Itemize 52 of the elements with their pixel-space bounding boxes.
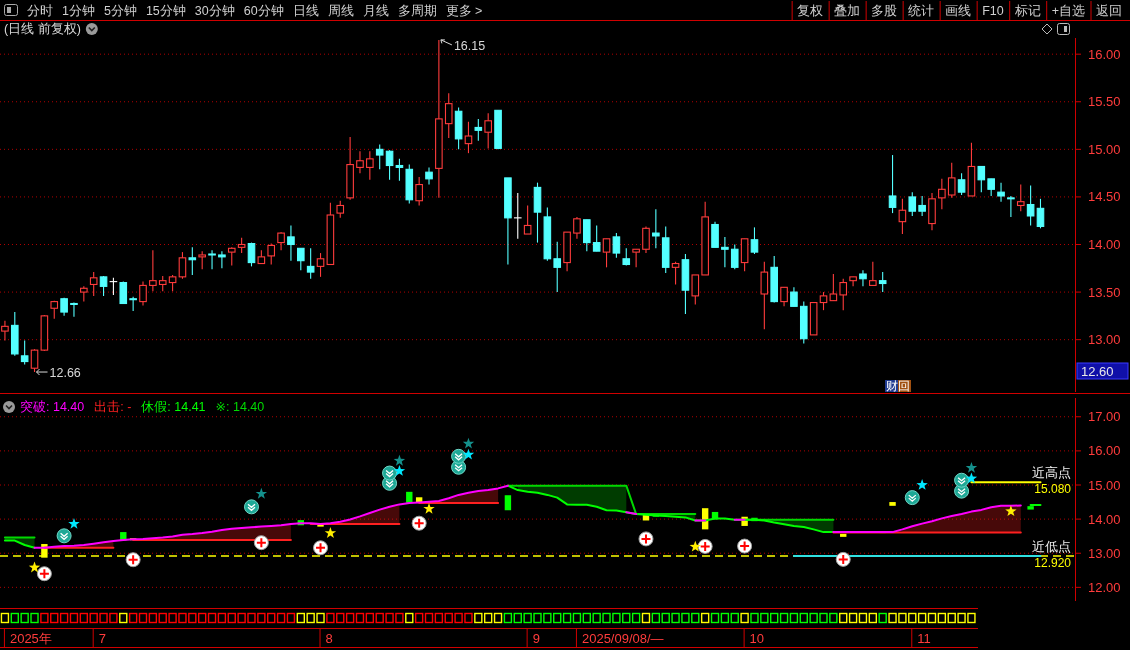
text: 复权 bbox=[797, 4, 824, 18]
y-tick-label: 13.00 bbox=[1088, 545, 1121, 561]
text: 多周期 bbox=[397, 4, 437, 18]
text: 30分钟 bbox=[194, 4, 235, 18]
y-tick-label: 14.00 bbox=[1088, 237, 1121, 252]
y-tick-label: 14.00 bbox=[1088, 511, 1121, 527]
text: 统计 bbox=[908, 4, 935, 18]
text: 60分钟 bbox=[243, 4, 284, 18]
text: 更多 > bbox=[445, 4, 483, 18]
text: 出击: - bbox=[94, 400, 132, 414]
y-tick-label: 16.00 bbox=[1088, 443, 1121, 459]
annotation: 16.15 bbox=[453, 38, 486, 53]
y-tick-label: 16.00 bbox=[1088, 46, 1121, 62]
text: 日线 bbox=[292, 4, 319, 18]
data-label: 15.080 bbox=[1034, 482, 1072, 497]
data-label: 12.920 bbox=[1034, 555, 1072, 570]
text: F10 bbox=[982, 4, 1004, 18]
y-tick-label: 14.50 bbox=[1088, 189, 1121, 205]
text: 分时 bbox=[27, 4, 53, 18]
y-tick-label: 12.00 bbox=[1088, 579, 1121, 595]
annotation: 12.66 bbox=[49, 366, 81, 381]
text: +自选 bbox=[1051, 4, 1085, 18]
text: 5分钟 bbox=[103, 4, 137, 18]
text: 突破: 14.40 bbox=[20, 400, 85, 414]
text: 返回 bbox=[1096, 4, 1122, 18]
category-label: 11 bbox=[917, 631, 931, 646]
text: 标记 bbox=[1013, 4, 1041, 18]
category-label: 2025/09/08/— bbox=[581, 631, 664, 646]
category-label: 8 bbox=[325, 631, 333, 646]
series-label: 近低点 bbox=[1032, 539, 1071, 554]
y-tick-label: 13.00 bbox=[1088, 332, 1121, 348]
y-tick-label: 15.00 bbox=[1088, 141, 1121, 157]
category-label: 9 bbox=[532, 631, 540, 646]
y-tick-label: 17.00 bbox=[1088, 409, 1121, 425]
category-label: 7 bbox=[98, 631, 106, 646]
y-tick-label: 13.50 bbox=[1088, 284, 1121, 300]
text: 画线 bbox=[945, 4, 972, 18]
category-label: 10 bbox=[749, 631, 765, 646]
text: 月线 bbox=[362, 4, 389, 18]
text: 12.60 bbox=[1081, 363, 1114, 379]
chart-title: (日线 前复权) bbox=[4, 22, 81, 36]
text: ※: 14.40 bbox=[215, 400, 265, 414]
y-tick-label: 15.50 bbox=[1088, 94, 1121, 110]
text: 休假: 14.41 bbox=[141, 400, 206, 414]
category-label: 2025年 bbox=[9, 631, 52, 646]
y-tick-label: 15.00 bbox=[1088, 477, 1121, 493]
text: 周线 bbox=[327, 4, 354, 18]
series-label: 近高点 bbox=[1032, 465, 1071, 481]
text: 多股 bbox=[871, 4, 898, 18]
text: 1分钟 bbox=[62, 4, 95, 18]
text: 15分钟 bbox=[145, 4, 186, 18]
text: 叠加 bbox=[834, 4, 861, 18]
